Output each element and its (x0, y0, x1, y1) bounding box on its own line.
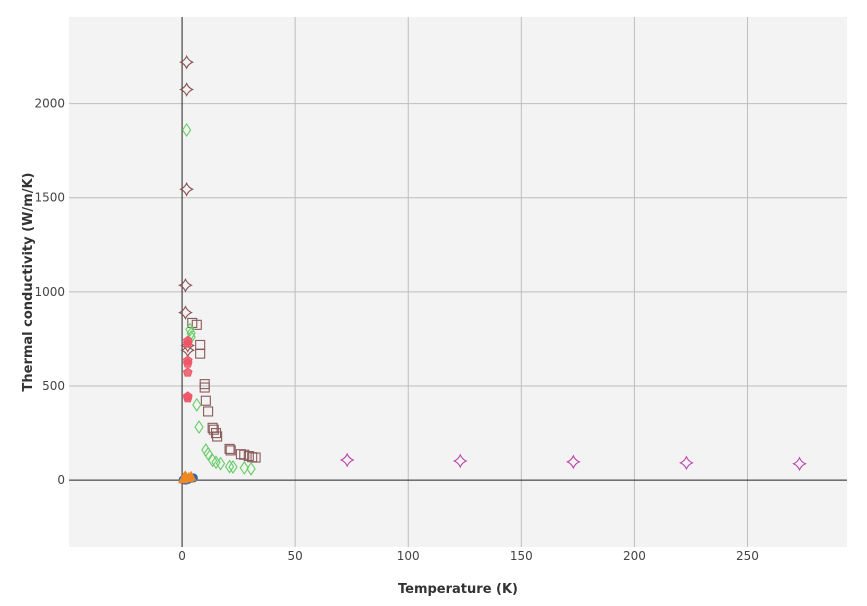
diamond-marker (192, 397, 202, 412)
diamond-marker (215, 456, 226, 471)
star-marker (179, 54, 195, 70)
diamond-marker (207, 453, 218, 468)
star-marker (179, 181, 195, 197)
x-axis-title: Temperature (K) (398, 582, 518, 597)
x-tick-label: 250 (736, 549, 759, 563)
square-marker (200, 395, 211, 406)
square-marker (199, 382, 210, 393)
x-tick-label: 50 (288, 549, 303, 563)
star-marker (178, 277, 193, 293)
data-points (177, 54, 807, 485)
square-marker (191, 319, 202, 330)
pentagon-marker (182, 393, 193, 403)
y-tick-label: 2000 (34, 97, 65, 111)
x-tick-label: 100 (397, 549, 420, 563)
diamond-marker (194, 420, 204, 435)
diamond-marker (203, 446, 213, 461)
grid-lines (69, 17, 847, 547)
triangle-marker (177, 473, 189, 484)
star-marker (679, 455, 694, 471)
square-marker (235, 449, 246, 460)
y-tick-label: 1500 (34, 191, 65, 205)
square-marker (195, 348, 206, 359)
star-marker (178, 305, 193, 320)
star-marker (565, 454, 581, 470)
square-marker (210, 428, 222, 439)
star-marker (792, 456, 807, 472)
pentagon-marker (182, 338, 193, 348)
square-marker (225, 445, 236, 456)
diamond-marker (224, 459, 235, 474)
square-marker (224, 443, 235, 454)
plot-background (69, 17, 847, 547)
star-marker (452, 453, 468, 469)
star-marker (179, 82, 195, 97)
square-marker (243, 451, 254, 462)
x-tick-label: 150 (510, 549, 533, 563)
x-tick-label: 0 (178, 549, 186, 563)
zero-lines (69, 17, 847, 547)
diamond-marker (239, 460, 249, 475)
diamond-marker (228, 459, 238, 474)
square-marker (208, 424, 219, 435)
triangle-marker (185, 470, 197, 481)
pentagon-marker (182, 358, 193, 368)
pentagon-marker (182, 367, 193, 377)
tick-labels: 0 50 100 150 200 250 0 500 1000 1500 2000 (34, 97, 758, 563)
square-marker (212, 431, 223, 442)
diamond-marker (185, 322, 195, 337)
x-tick-label: 200 (623, 549, 646, 563)
star-marker (339, 452, 355, 468)
y-tick-label: 1000 (34, 285, 65, 299)
diamond-marker (181, 122, 192, 137)
square-marker (203, 406, 214, 417)
y-tick-label: 0 (57, 473, 65, 487)
y-tick-label: 500 (42, 379, 65, 393)
square-marker (250, 452, 261, 463)
y-axis-title: Thermal conductivity (W/m/K) (21, 173, 36, 392)
diamond-marker (246, 461, 256, 476)
